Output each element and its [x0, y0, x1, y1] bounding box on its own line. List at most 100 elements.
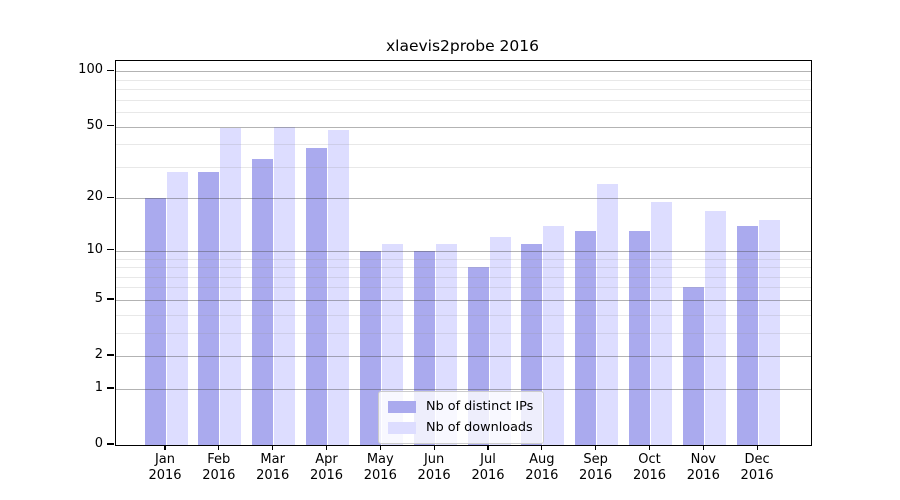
y-tick-label: 0 — [94, 436, 103, 451]
x-tick-label: Sep 2016 — [568, 452, 624, 484]
bar-downloads-sep — [597, 184, 619, 445]
x-tick-label: Apr 2016 — [299, 452, 355, 484]
month-label: Sep — [583, 452, 608, 467]
major-gridline — [116, 198, 811, 200]
y-axis-tick — [107, 298, 114, 300]
minor-gridline — [116, 112, 811, 113]
month-label: Aug — [529, 452, 555, 467]
bar-ips-mar — [252, 159, 274, 445]
legend-item-distinct-ips: Nb of distinct IPs — [388, 397, 533, 416]
bar-downloads-apr — [328, 129, 349, 445]
bar-ips-apr — [306, 148, 327, 445]
y-axis-tick — [107, 124, 114, 127]
x-tick-label: May 2016 — [352, 452, 408, 484]
x-axis-tick — [541, 445, 543, 451]
month-label: Feb — [207, 452, 231, 467]
bar-downloads-oct — [651, 202, 672, 445]
bar-downloads-nov — [704, 210, 726, 445]
month-label: Nov — [690, 452, 716, 467]
downloads-swatch-icon — [388, 421, 416, 434]
y-axis-tick — [107, 249, 114, 251]
legend-label-distinct-ips: Nb of distinct IPs — [426, 399, 534, 414]
month-label: Jul — [480, 452, 496, 467]
x-axis-tick — [218, 445, 220, 451]
legend-label-downloads: Nb of downloads — [426, 420, 533, 435]
minor-gridline — [116, 99, 811, 101]
bar-ips-may — [359, 250, 381, 445]
major-gridline — [116, 388, 811, 390]
x-tick-label: Aug 2016 — [514, 452, 570, 484]
y-tick-label: 100 — [78, 62, 103, 78]
year-label: 2016 — [632, 468, 667, 483]
x-axis-tick — [595, 445, 597, 451]
minor-gridline — [116, 276, 811, 278]
x-axis-tick — [487, 445, 489, 451]
x-axis-tick — [756, 445, 758, 451]
x-tick-label: Nov 2016 — [675, 452, 731, 484]
y-tick-label: 1 — [94, 379, 103, 395]
x-axis-tick — [325, 445, 328, 451]
month-label: Mar — [260, 452, 285, 467]
y-axis-tick — [107, 387, 114, 389]
x-tick-label: Jan 2016 — [137, 452, 193, 484]
bar-ips-sep — [575, 231, 597, 445]
x-tick-label: Oct 2016 — [622, 452, 678, 484]
major-gridline — [116, 356, 811, 357]
major-gridline — [116, 71, 811, 73]
y-tick-label: 20 — [86, 189, 103, 205]
minor-gridline — [116, 89, 811, 91]
y-axis-tick — [107, 354, 114, 356]
year-label: 2016 — [202, 468, 236, 483]
bar-ips-feb — [198, 172, 220, 445]
month-label: Oct — [638, 452, 661, 467]
x-tick-label: Dec 2016 — [729, 452, 785, 484]
year-label: 2016 — [256, 468, 290, 483]
bar-downloads-mar — [274, 126, 296, 445]
x-tick-label: Feb 2016 — [191, 452, 247, 484]
x-tick-label: Mar 2016 — [245, 452, 301, 484]
bar-downloads-aug — [543, 225, 565, 445]
minor-gridline — [116, 314, 811, 316]
month-label: May — [366, 452, 394, 467]
year-label: 2016 — [471, 468, 505, 483]
bar-downloads-dec — [758, 220, 780, 445]
x-tick-label: Jul 2016 — [460, 452, 516, 484]
x-axis-tick — [379, 445, 381, 451]
y-axis-tick — [107, 69, 114, 71]
minor-gridline — [116, 287, 811, 289]
bar-ips-oct — [629, 231, 650, 445]
x-axis-tick — [702, 445, 704, 451]
major-gridline — [116, 299, 811, 301]
x-axis-tick — [433, 445, 435, 451]
minor-gridline — [116, 79, 811, 81]
year-label: 2016 — [740, 468, 774, 483]
y-axis-tick — [107, 196, 114, 199]
minor-gridline — [116, 267, 811, 268]
month-label: Dec — [744, 452, 770, 467]
month-label: Apr — [315, 452, 338, 467]
y-tick-label: 5 — [94, 290, 103, 306]
year-label: 2016 — [579, 468, 613, 483]
bar-ips-nov — [682, 287, 704, 445]
y-tick-label: 10 — [86, 241, 103, 257]
year-label: 2016 — [363, 468, 397, 483]
legend-item-downloads: Nb of downloads — [388, 418, 533, 437]
x-tick-label: Jun 2016 — [406, 452, 462, 484]
bar-downloads-jan — [166, 172, 188, 445]
legend: Nb of distinct IPs Nb of downloads — [378, 391, 545, 444]
major-gridline — [116, 250, 811, 252]
minor-gridline — [116, 258, 811, 260]
year-label: 2016 — [686, 468, 720, 483]
year-label: 2016 — [525, 468, 559, 483]
year-label: 2016 — [417, 468, 451, 483]
year-label: 2016 — [309, 468, 344, 483]
major-gridline — [116, 126, 811, 128]
month-label: Jun — [423, 452, 445, 467]
plot-area — [115, 60, 812, 446]
minor-gridline — [116, 166, 811, 168]
bar-ips-dec — [736, 225, 758, 445]
y-axis-tick — [107, 443, 114, 445]
distinct-ips-swatch-icon — [388, 400, 416, 413]
y-tick-label: 2 — [94, 347, 103, 362]
minor-gridline — [116, 332, 811, 334]
